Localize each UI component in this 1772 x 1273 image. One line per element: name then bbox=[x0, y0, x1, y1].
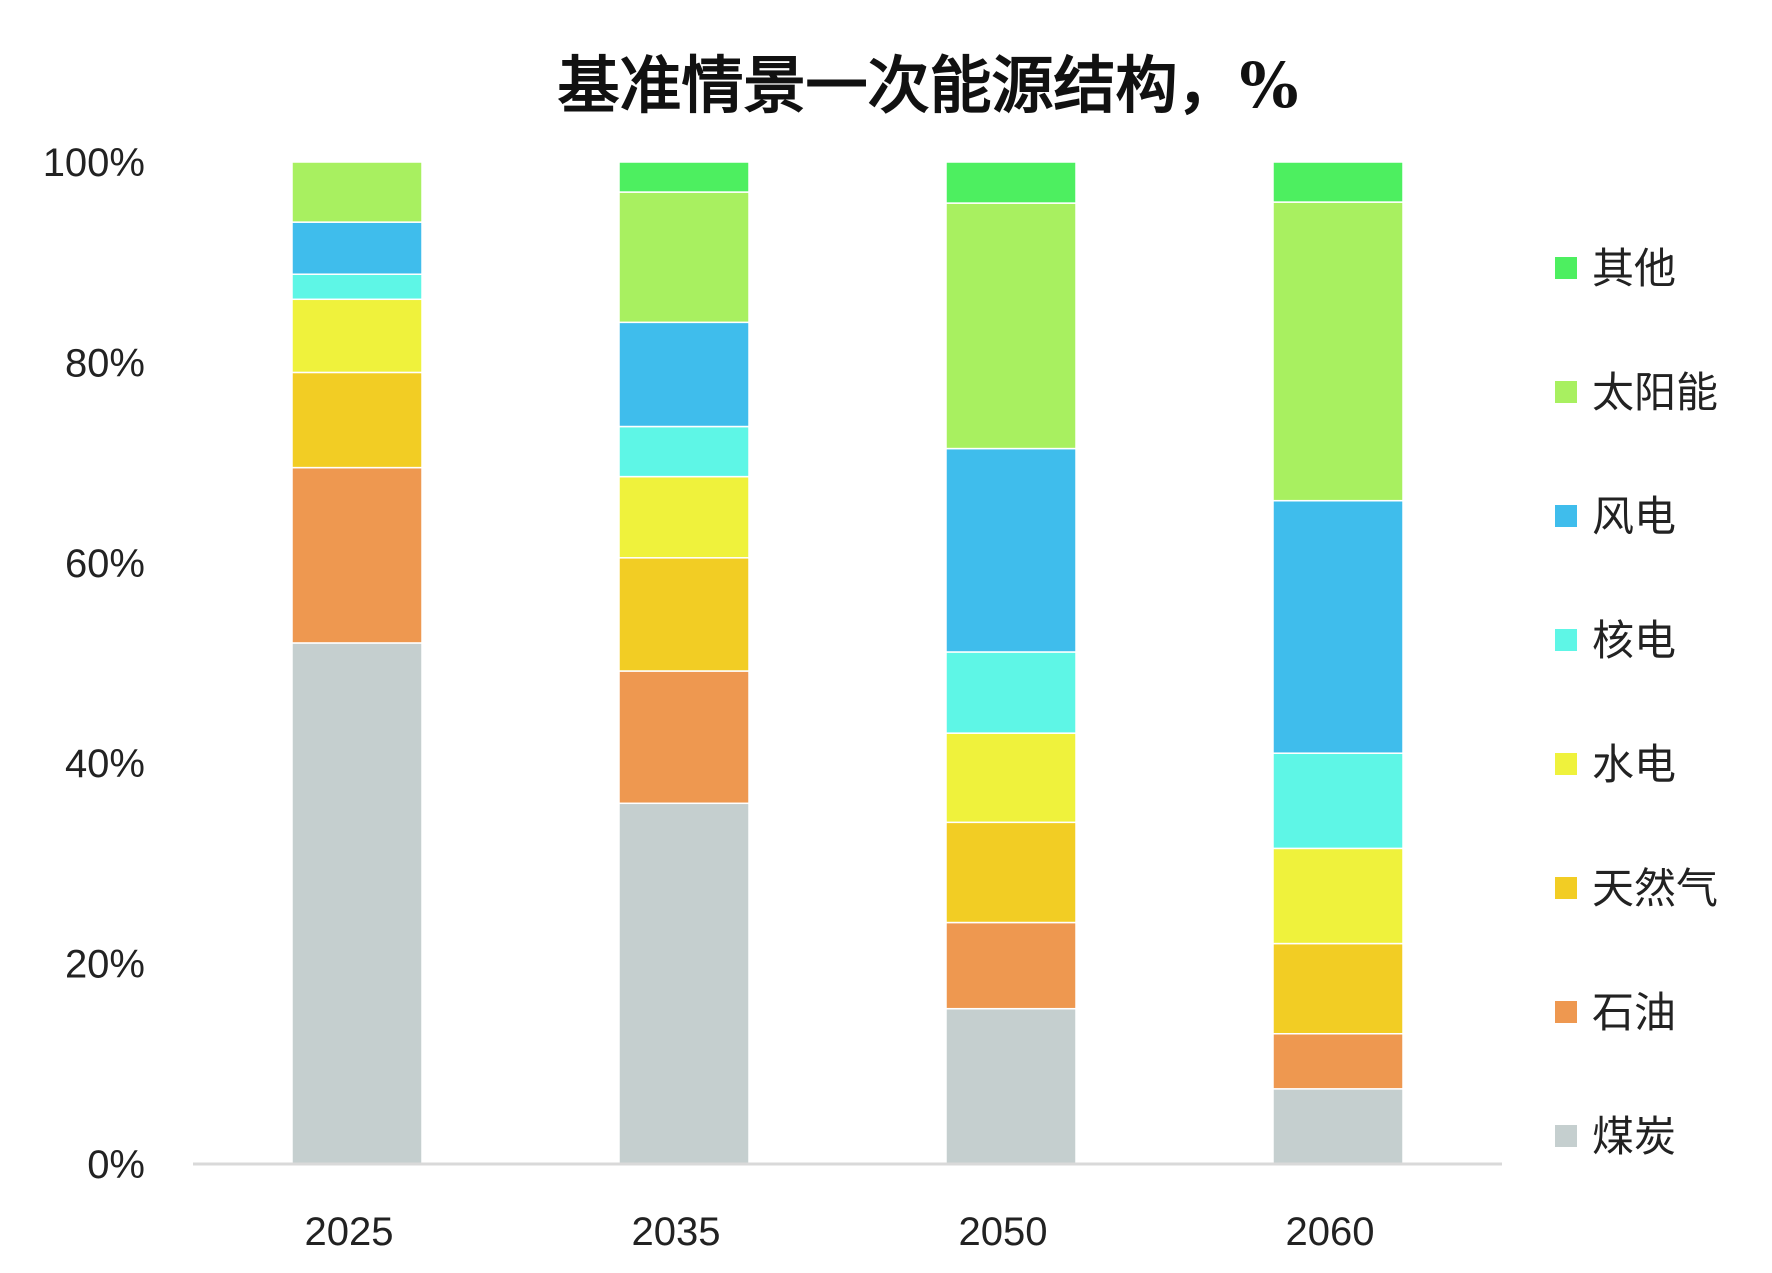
legend-swatch bbox=[1555, 505, 1577, 527]
x-tick-label: 2025 bbox=[305, 1210, 394, 1254]
bar-segment bbox=[618, 557, 750, 672]
bar-segment bbox=[291, 221, 423, 275]
y-tick-label: 100% bbox=[43, 141, 145, 185]
legend-swatch bbox=[1555, 381, 1577, 403]
bar-segment bbox=[945, 732, 1077, 824]
bar-segment bbox=[1272, 499, 1404, 754]
bar-segment bbox=[945, 821, 1077, 924]
y-tick-label: 80% bbox=[65, 341, 145, 385]
bar-segment bbox=[618, 161, 750, 193]
bar-segment bbox=[1272, 752, 1404, 850]
chart-title: 基准情景一次能源结构，% bbox=[558, 49, 1299, 122]
bar-segment bbox=[291, 466, 423, 644]
legend-label: 风电 bbox=[1592, 492, 1676, 541]
bar-segment bbox=[618, 191, 750, 324]
legend-swatch bbox=[1555, 257, 1577, 279]
bar-segment bbox=[945, 447, 1077, 653]
x-tick-label: 2035 bbox=[632, 1210, 721, 1254]
y-tick-label: 40% bbox=[65, 742, 145, 786]
legend-swatch bbox=[1555, 629, 1577, 651]
legend-swatch bbox=[1555, 1125, 1577, 1147]
bar-segment bbox=[945, 651, 1077, 734]
bar-segment bbox=[1272, 161, 1404, 203]
legend-swatch bbox=[1555, 1001, 1577, 1023]
bar-segment bbox=[1272, 847, 1404, 945]
x-tick-label: 2060 bbox=[1286, 1210, 1375, 1254]
legend-label: 核电 bbox=[1592, 616, 1676, 665]
bars bbox=[291, 161, 1404, 1165]
bar-segment bbox=[1272, 1032, 1404, 1090]
bar-segment bbox=[945, 161, 1077, 204]
bar-segment bbox=[291, 273, 423, 301]
y-tick-label: 60% bbox=[65, 542, 145, 586]
bar-segment bbox=[618, 802, 750, 1165]
bar-segment bbox=[291, 642, 423, 1165]
y-axis-tick-labels: 0% 20% 40% 60% 80% 100% bbox=[43, 141, 145, 1187]
y-tick-label: 0% bbox=[87, 1143, 145, 1187]
legend-swatch bbox=[1555, 753, 1577, 775]
bar-segment bbox=[291, 371, 423, 469]
bar-segment bbox=[945, 1007, 1077, 1165]
x-axis-tick-labels: 2025 2035 2050 2060 bbox=[305, 1210, 1375, 1254]
bar-segment bbox=[291, 298, 423, 374]
legend-label: 煤炭 bbox=[1592, 1112, 1676, 1161]
bar-segment bbox=[1272, 201, 1404, 502]
legend-label: 水电 bbox=[1592, 740, 1676, 789]
bar-segment bbox=[618, 475, 750, 559]
legend-label: 石油 bbox=[1592, 988, 1676, 1037]
legend-label: 太阳能 bbox=[1592, 368, 1718, 417]
x-tick-label: 2050 bbox=[959, 1210, 1048, 1254]
legend-label: 其他 bbox=[1592, 244, 1676, 293]
bar-segment bbox=[945, 921, 1077, 1010]
bar-segment bbox=[618, 425, 750, 478]
bar-segment bbox=[618, 321, 750, 428]
bar-segment bbox=[291, 161, 423, 223]
y-tick-label: 20% bbox=[65, 943, 145, 987]
legend-swatch bbox=[1555, 877, 1577, 899]
legend-label: 天然气 bbox=[1592, 864, 1718, 913]
bar-segment bbox=[1272, 942, 1404, 1035]
bar-segment bbox=[618, 670, 750, 805]
bar-segment bbox=[945, 202, 1077, 450]
bar-segment bbox=[1272, 1088, 1404, 1165]
